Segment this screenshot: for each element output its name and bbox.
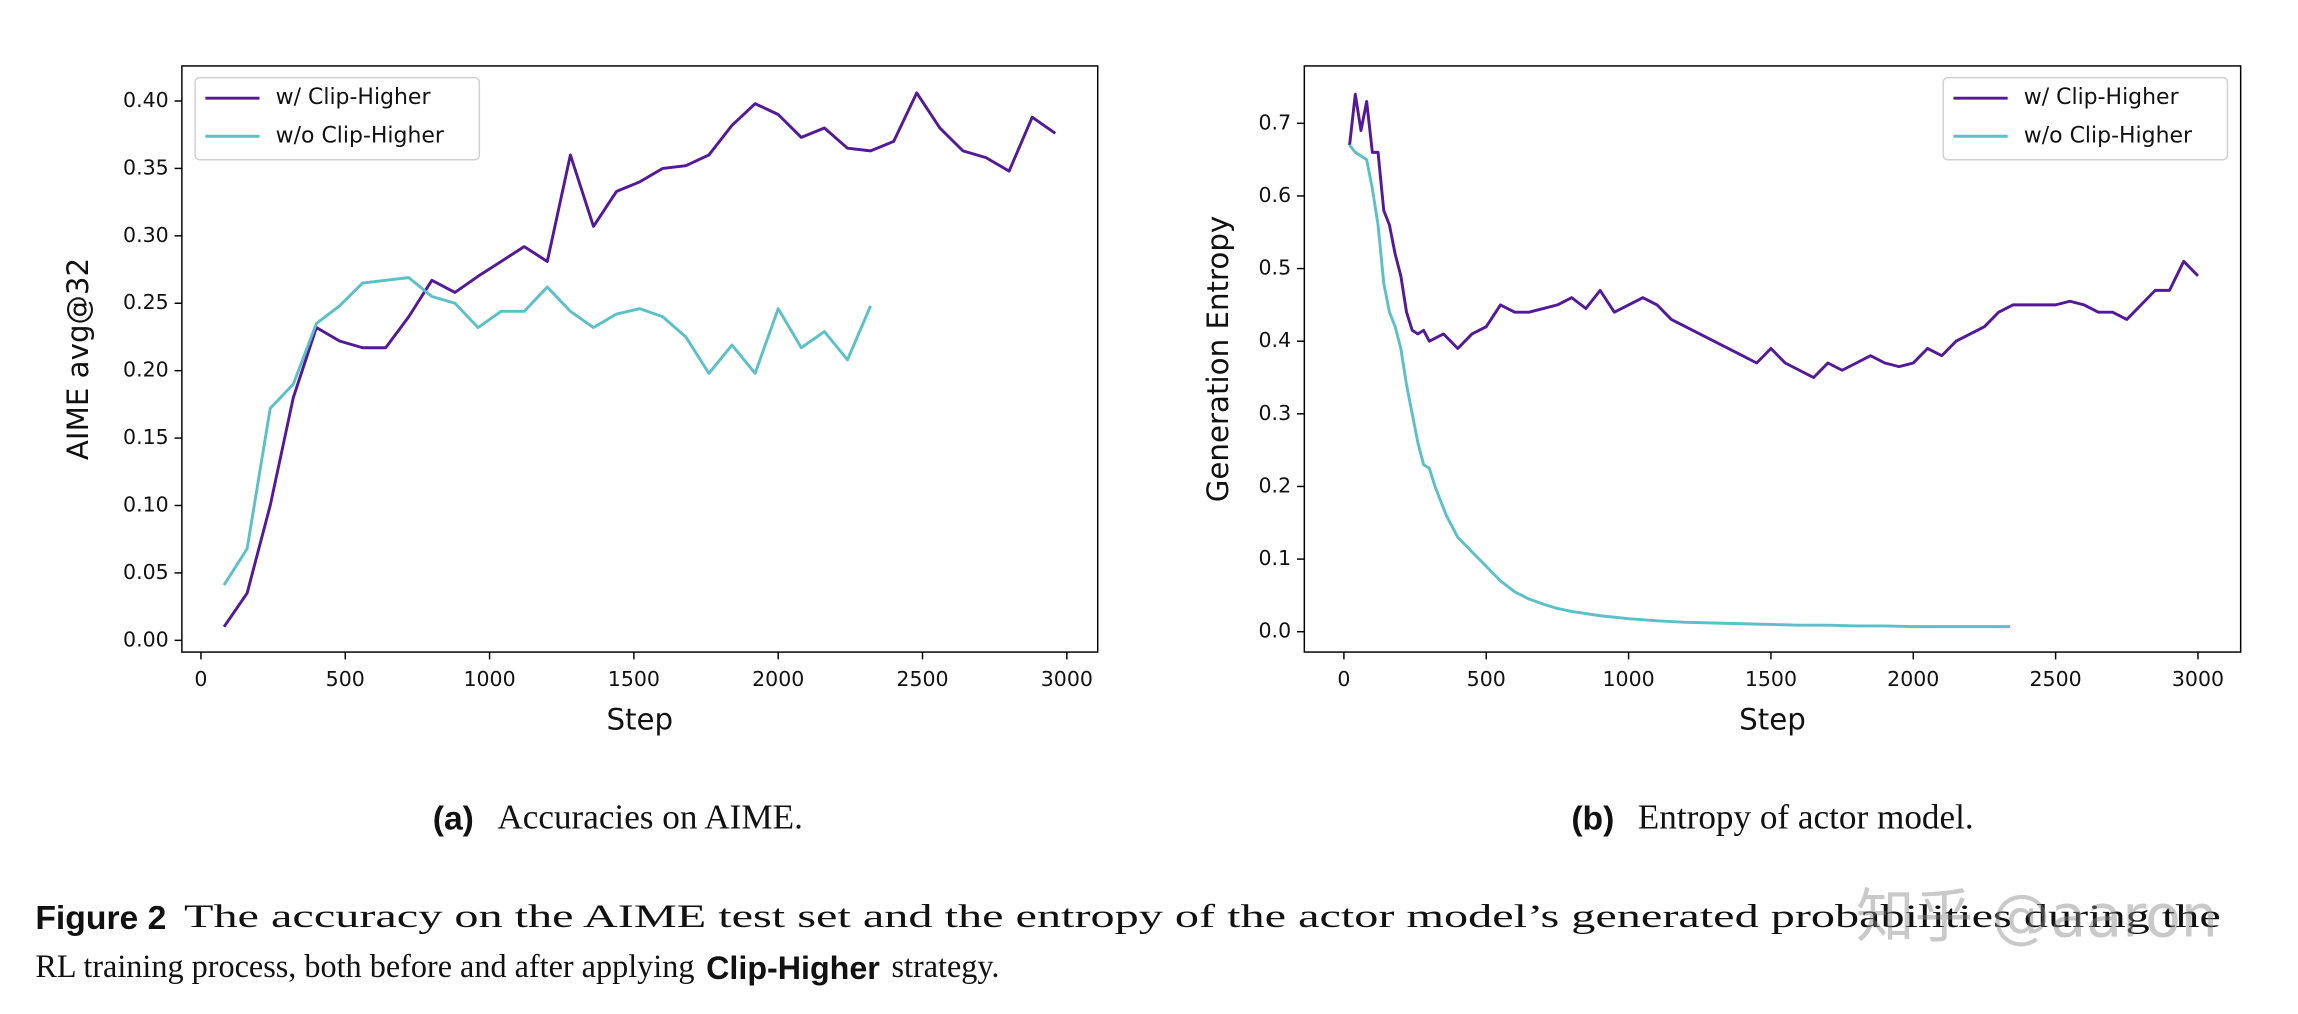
y-tick-label: 0.00 xyxy=(123,627,169,651)
x-tick-label: 500 xyxy=(326,667,365,691)
y-tick-label: 0.05 xyxy=(123,560,169,584)
legend-label: w/ Clip-Higher xyxy=(2024,85,2180,110)
caption-line: Figure 2 The accuracy on the AIME test se… xyxy=(35,899,2220,938)
caption-text: RL training process, both before and aft… xyxy=(35,948,694,984)
x-tick-label: 1500 xyxy=(1745,667,1797,691)
data-line xyxy=(1348,144,2011,629)
legend-label: w/o Clip-Higher xyxy=(2024,123,2193,148)
y-tick-label: 0.20 xyxy=(123,358,169,382)
x-tick-label: 1000 xyxy=(463,667,515,691)
y-tick-label: 0.4 xyxy=(1259,328,1292,352)
y-tick-label: 0.5 xyxy=(1259,256,1292,280)
x-tick-label: 2500 xyxy=(896,667,948,691)
y-tick-label: 0.1 xyxy=(1259,546,1292,570)
subcaption-label: (a) xyxy=(433,799,474,837)
y-tick-label: 0.25 xyxy=(123,290,169,314)
y-tick-label: 0.35 xyxy=(123,155,169,179)
legend-label: w/o Clip-Higher xyxy=(276,123,445,148)
y-tick-label: 0.10 xyxy=(123,493,169,517)
x-tick-label: 1500 xyxy=(608,667,660,691)
y-tick-label: 0.0 xyxy=(1259,619,1292,643)
x-tick-label: 0 xyxy=(194,667,207,691)
x-tick-label: 3000 xyxy=(1041,667,1093,691)
subcaption-text: Accuracies on AIME. xyxy=(497,798,803,837)
subcaption-label: (b) xyxy=(1571,799,1614,837)
y-tick-label: 0.40 xyxy=(123,88,169,112)
watermark: 知乎 @aaron xyxy=(1856,882,2218,950)
data-line xyxy=(1348,92,2200,379)
y-tick-label: 0.2 xyxy=(1259,473,1292,497)
x-axis-label: Step xyxy=(1739,702,1806,736)
subcaption: (a) Accuracies on AIME. xyxy=(433,798,803,838)
caption-bold: Clip-Higher xyxy=(706,950,880,986)
caption-text: The accuracy on the AIME test set and th… xyxy=(184,899,2221,935)
x-tick-label: 1000 xyxy=(1602,667,1654,691)
y-tick-label: 0.7 xyxy=(1259,110,1292,134)
x-tick-label: 500 xyxy=(1467,667,1506,691)
data-line xyxy=(222,91,1057,628)
x-tick-label: 0 xyxy=(1337,667,1350,691)
x-tick-label: 3000 xyxy=(2172,667,2224,691)
y-tick-label: 0.15 xyxy=(123,425,169,449)
caption-text: strategy. xyxy=(892,948,1000,984)
x-tick-label: 2000 xyxy=(752,667,804,691)
data-line xyxy=(222,276,872,586)
caption-line: RL training process, both before and aft… xyxy=(35,948,999,985)
figure-label: Figure 2 xyxy=(35,899,166,937)
x-axis-label: Step xyxy=(606,702,673,736)
plot-frame xyxy=(1303,65,2242,653)
y-tick-label: 0.6 xyxy=(1259,183,1292,207)
x-tick-label: 2000 xyxy=(1887,667,1939,691)
legend-box xyxy=(1942,76,2229,161)
subcaption-text: Entropy of actor model. xyxy=(1638,798,1974,837)
legend-label: w/ Clip-Higher xyxy=(276,85,432,110)
y-axis-label: Generation Entropy xyxy=(1201,216,1235,503)
y-tick-label: 0.3 xyxy=(1259,401,1292,425)
legend-box xyxy=(194,76,481,161)
subcaption: (b) Entropy of actor model. xyxy=(1571,798,1973,838)
y-tick-label: 0.30 xyxy=(123,223,169,247)
y-axis-label: AIME avg@32 xyxy=(61,258,95,460)
x-tick-label: 2500 xyxy=(2030,667,2082,691)
plot-frame xyxy=(181,65,1099,653)
